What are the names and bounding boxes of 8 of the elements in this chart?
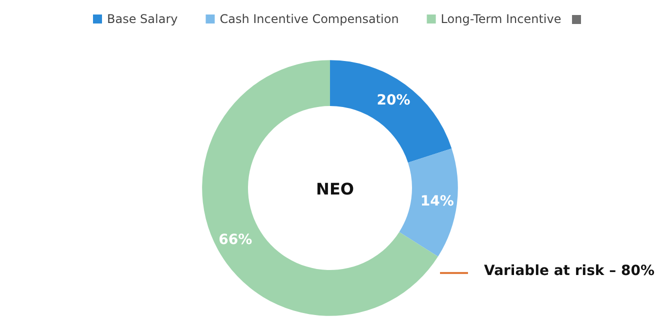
data-label: 66% — [218, 232, 252, 248]
legend-label: Cash Incentive Compensation — [220, 12, 399, 26]
legend-label: Base Salary — [107, 12, 178, 26]
legend-label: Long-Term Incentive — [440, 12, 562, 26]
data-label: 14% — [420, 194, 454, 210]
text: Variable at risk – 80% — [484, 263, 654, 279]
text: NEO — [316, 180, 354, 198]
data-label: 20% — [376, 92, 410, 109]
